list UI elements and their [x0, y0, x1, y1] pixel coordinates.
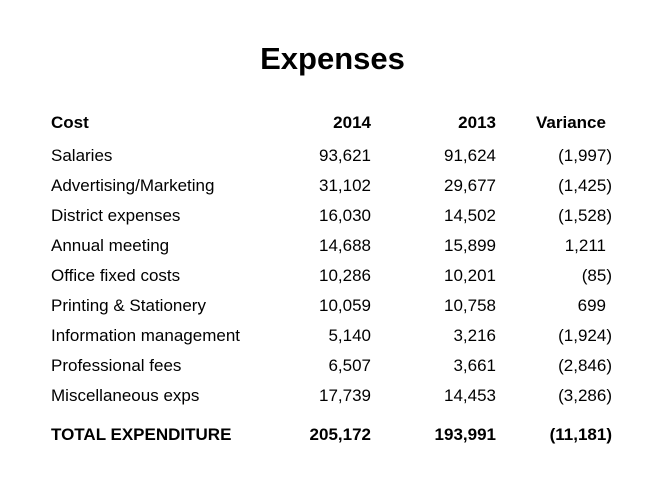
table-row: Miscellaneous exps 17,739 14,453 (3,286) [0, 384, 665, 408]
cost-cell: Office fixed costs [51, 266, 181, 285]
variance-cell: (1,924) [558, 326, 612, 345]
cost-cell: Advertising/Marketing [51, 176, 215, 195]
total-variance: (11,181) [549, 425, 612, 444]
column-header-2014: 2014 [333, 113, 371, 132]
cost-cell: Salaries [51, 146, 113, 165]
table-row: Annual meeting 14,688 15,899 1,211 [0, 234, 665, 258]
total-row: TOTAL EXPENDITURE 205,172 193,991 (11,18… [0, 423, 665, 447]
table-header-row: Cost 2014 2013 Variance [0, 111, 665, 135]
cost-cell: Information management [51, 326, 240, 345]
total-2013: 193,991 [434, 425, 496, 444]
table-row: Office fixed costs 10,286 10,201 (85) [0, 264, 665, 288]
value-2014-cell: 14,688 [319, 236, 371, 255]
value-2013-cell: 3,216 [453, 326, 496, 345]
value-2013-cell: 10,201 [444, 266, 496, 285]
value-2013-cell: 15,899 [444, 236, 496, 255]
value-2013-cell: 10,758 [444, 296, 496, 315]
variance-cell: (3,286) [558, 386, 612, 405]
variance-cell: (2,846) [558, 356, 612, 375]
value-2014-cell: 10,286 [319, 266, 371, 285]
cost-cell: Annual meeting [51, 236, 170, 255]
variance-cell: (1,425) [558, 176, 612, 195]
value-2014-cell: 10,059 [319, 296, 371, 315]
table-row: Printing & Stationery 10,059 10,758 699 [0, 294, 665, 318]
cost-cell: Miscellaneous exps [51, 386, 200, 405]
cost-cell: District expenses [51, 206, 181, 225]
value-2014-cell: 31,102 [319, 176, 371, 195]
value-2014-cell: 93,621 [319, 146, 371, 165]
value-2014-cell: 17,739 [319, 386, 371, 405]
total-label: TOTAL EXPENDITURE [51, 425, 232, 444]
value-2014-cell: 5,140 [328, 326, 371, 345]
value-2013-cell: 91,624 [444, 146, 496, 165]
value-2014-cell: 16,030 [319, 206, 371, 225]
value-2014-cell: 6,507 [328, 356, 371, 375]
variance-cell: (85) [581, 266, 612, 285]
value-2013-cell: 14,453 [444, 386, 496, 405]
variance-cell: (1,997) [558, 146, 612, 165]
value-2013-cell: 29,677 [444, 176, 496, 195]
table-row: Salaries 93,621 91,624 (1,997) [0, 144, 665, 168]
table-row: Professional fees 6,507 3,661 (2,846) [0, 354, 665, 378]
column-header-2013: 2013 [458, 113, 496, 132]
variance-cell: 1,211 [564, 236, 606, 255]
column-header-cost: Cost [51, 113, 89, 132]
slide-title: Expenses [260, 41, 405, 76]
table-row: Advertising/Marketing 31,102 29,677 (1,4… [0, 174, 665, 198]
cost-cell: Professional fees [51, 356, 182, 375]
value-2013-cell: 3,661 [453, 356, 496, 375]
column-header-variance: Variance [536, 113, 606, 132]
value-2013-cell: 14,502 [444, 206, 496, 225]
variance-cell: (1,528) [558, 206, 612, 225]
total-2014: 205,172 [309, 425, 371, 444]
cost-cell: Printing & Stationery [51, 296, 206, 315]
table-row: Information management 5,140 3,216 (1,92… [0, 324, 665, 348]
variance-cell: 699 [577, 296, 606, 315]
table-row: District expenses 16,030 14,502 (1,528) [0, 204, 665, 228]
